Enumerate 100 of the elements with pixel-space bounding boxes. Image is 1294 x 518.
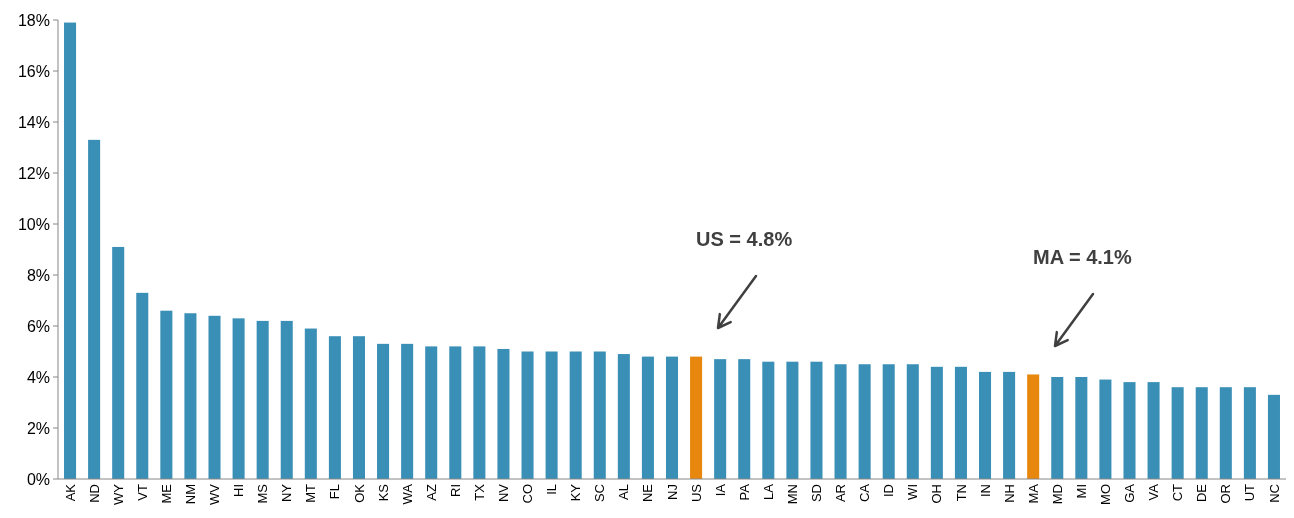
annotation: US = 4.8% [696, 228, 793, 250]
x-tick-label: AR [833, 484, 849, 503]
x-tick-label: AL [616, 484, 632, 500]
x-tick-label: ND [86, 484, 102, 503]
x-tick-label: KY [568, 483, 584, 502]
bar [617, 354, 630, 479]
bar [1123, 382, 1136, 479]
x-tick-label: HI [231, 484, 247, 497]
y-tick-label: 0% [26, 470, 50, 488]
bar [64, 22, 77, 479]
bar [1267, 394, 1280, 479]
bar [834, 364, 847, 479]
bar [762, 361, 775, 479]
bar [1219, 387, 1232, 479]
bar [377, 343, 390, 479]
x-tick-label: MI [1073, 484, 1089, 499]
y-tick-label: 16% [17, 62, 50, 80]
bar [136, 292, 149, 479]
x-tick-label: FL [327, 484, 343, 500]
x-tick-label: CA [857, 483, 873, 503]
x-tick-label: MN [784, 484, 800, 505]
bar [738, 359, 751, 479]
x-tick-label: TX [471, 483, 487, 501]
bar [1147, 382, 1160, 479]
x-tick-label: LA [760, 483, 776, 500]
x-tick-label: MD [1049, 484, 1065, 505]
y-tick-label: 10% [17, 215, 50, 233]
x-tick-label: AZ [423, 483, 439, 501]
bar [1075, 377, 1088, 479]
bar [497, 348, 510, 479]
x-tick-label: OK [351, 483, 367, 503]
x-tick-label: CO [520, 484, 536, 504]
x-tick-label: KS [375, 483, 391, 502]
bar [690, 356, 703, 479]
x-tick-label: VA [1146, 483, 1162, 501]
y-tick-label: 12% [17, 164, 50, 182]
x-tick-label: VT [134, 483, 150, 501]
x-tick-label: GA [1122, 483, 1138, 503]
x-tick-label: IN [977, 484, 993, 497]
x-tick-label: NV [496, 483, 511, 503]
y-tick-label: 6% [26, 317, 50, 335]
x-tick-label: ME [158, 483, 174, 504]
bar [1243, 387, 1256, 479]
x-tick-label: UT [1242, 483, 1258, 502]
bar [641, 356, 654, 479]
bar [1099, 379, 1112, 479]
bar [449, 346, 462, 479]
x-tick-label: DE [1194, 483, 1210, 503]
bar [328, 336, 341, 479]
x-tick-label: NJ [664, 484, 680, 500]
x-tick-label: IA [712, 483, 728, 497]
y-tick-label: 4% [26, 368, 50, 386]
bar [954, 366, 967, 479]
bar [232, 318, 245, 479]
y-tick-label: 8% [26, 266, 50, 284]
x-tick-label: MA [1025, 483, 1041, 504]
x-tick-label: WA [399, 483, 415, 505]
x-tick-label: NC [1266, 484, 1282, 503]
y-tick-label: 14% [17, 113, 50, 131]
x-tick-label: ID [881, 484, 897, 497]
bar [665, 356, 679, 479]
bar [425, 346, 438, 479]
bar [569, 351, 582, 479]
bar [304, 328, 317, 479]
x-tick-label: US [688, 483, 704, 503]
x-tick-label: OH [929, 484, 945, 504]
bar [979, 371, 992, 479]
x-tick-label: WV [207, 483, 223, 505]
bar [593, 351, 606, 479]
bar [1171, 387, 1184, 479]
bar [1051, 377, 1064, 479]
y-tick-label: 18% [17, 11, 50, 29]
bar [401, 343, 414, 479]
bar [473, 346, 486, 479]
x-tick-label: MS [255, 483, 271, 504]
bar [208, 315, 221, 479]
x-tick-label: NH [1001, 484, 1017, 503]
x-tick-label: MO [1097, 484, 1113, 505]
bar [810, 361, 823, 479]
bar [906, 364, 919, 479]
bar [521, 351, 534, 479]
x-tick-label: NE [640, 483, 656, 503]
x-tick-label: CT [1170, 483, 1186, 502]
bar [184, 313, 197, 479]
bar [714, 359, 727, 479]
x-tick-label: OR [1218, 484, 1234, 504]
x-tick-label: WI [905, 484, 921, 500]
x-tick-label: NM [182, 484, 198, 505]
bar [1027, 374, 1040, 479]
bar [112, 246, 125, 479]
x-tick-label: IL [544, 484, 560, 495]
bar [160, 310, 173, 479]
x-tick-label: RI [447, 484, 463, 497]
bar [256, 320, 269, 479]
bar [88, 139, 101, 479]
x-tick-label: WY [110, 483, 126, 505]
x-tick-label: TN [953, 484, 969, 502]
x-tick-label: AK [62, 483, 78, 502]
bar [882, 364, 895, 479]
bar [1195, 387, 1208, 479]
